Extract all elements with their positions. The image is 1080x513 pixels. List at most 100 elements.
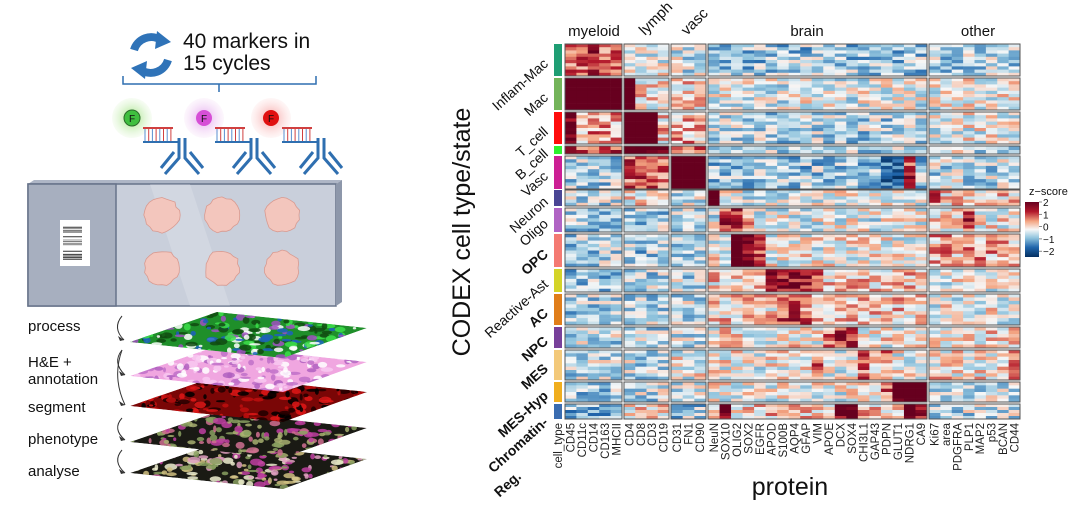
heatmap-cell <box>719 169 732 173</box>
heatmap-cell <box>635 121 647 126</box>
heatmap-cell <box>974 285 987 290</box>
heatmap-cell <box>624 240 636 245</box>
heatmap-cell <box>624 162 636 167</box>
heatmap-cell <box>800 78 813 82</box>
heatmap-cell <box>940 297 953 302</box>
heatmap-cell <box>846 410 859 414</box>
heatmap-cell <box>846 282 859 286</box>
heatmap-cell <box>1008 50 1021 54</box>
heatmap-cell <box>869 78 882 82</box>
heatmap-cell <box>940 240 953 245</box>
heatmap-cell <box>731 81 743 85</box>
heatmap-cell <box>646 285 659 290</box>
heatmap-cell <box>599 140 611 145</box>
heatmap-cell <box>624 370 636 374</box>
heatmap-cell <box>997 356 1009 361</box>
heatmap-cell <box>694 334 707 338</box>
heatmap-cell <box>635 179 647 183</box>
heatmap-cell <box>576 243 589 248</box>
heatmap-cell <box>915 353 928 357</box>
heatmap-cell <box>708 162 720 167</box>
heatmap-cell <box>671 112 683 116</box>
heatmap-cell <box>671 311 683 315</box>
heatmap-cell <box>754 140 766 145</box>
heatmap-cell <box>731 185 743 190</box>
heatmap-cell <box>671 395 683 399</box>
heatmap-cell <box>610 300 623 305</box>
heatmap-cell <box>892 360 905 364</box>
heatmap-cell <box>777 121 789 126</box>
tissue-core <box>144 251 180 286</box>
heatmap-cell <box>708 63 720 67</box>
heatmap-cell <box>635 137 647 142</box>
heatmap-cell <box>997 221 1009 226</box>
heatmap-cell <box>974 370 987 374</box>
heatmap-cell <box>788 56 801 61</box>
heatmap-cell <box>671 134 683 138</box>
heatmap-cell <box>800 263 813 268</box>
heatmap-cell <box>974 196 987 200</box>
heatmap-cell <box>694 392 707 396</box>
heatmap-cell <box>694 311 707 315</box>
heatmap-cell <box>765 398 778 403</box>
heatmap-cell <box>823 196 836 200</box>
heatmap-cell <box>985 190 998 194</box>
heatmap-cell <box>599 410 611 414</box>
heatmap-cell <box>963 150 975 155</box>
heatmap-cell <box>997 208 1009 212</box>
heatmap-cell <box>694 185 707 190</box>
codex-heatmap: CODEX cell type/state protein Inflam-Mac… <box>448 0 1068 501</box>
heatmap-cell <box>587 407 600 411</box>
heatmap-cell <box>624 334 636 338</box>
heatmap-cell <box>869 356 882 361</box>
heatmap-cell <box>857 228 870 233</box>
heatmap-cell <box>777 90 789 95</box>
heatmap-cell <box>846 363 859 367</box>
heatmap-cell <box>754 169 766 173</box>
heatmap-cell <box>731 327 743 331</box>
heatmap-cell <box>765 103 778 108</box>
heatmap-cell <box>915 250 928 255</box>
heatmap-cell <box>671 124 683 129</box>
heatmap-cell <box>765 294 778 298</box>
heatmap-cell <box>754 128 766 132</box>
heatmap-cell <box>846 182 859 186</box>
heatmap-cell <box>610 404 623 408</box>
heatmap-cell <box>903 363 916 367</box>
heatmap-cell <box>719 285 732 290</box>
heatmap-cell <box>846 243 859 248</box>
heatmap-cell <box>635 182 647 186</box>
heatmap-cell <box>599 373 611 377</box>
heatmap-cell <box>708 66 720 70</box>
heatmap-cell <box>754 263 766 268</box>
heatmap-cell <box>892 115 905 119</box>
heatmap-cell <box>903 103 916 108</box>
heatmap-cell <box>846 404 859 408</box>
heatmap-cell <box>929 272 941 276</box>
tissue-core <box>264 249 300 286</box>
heatmap-cell <box>765 225 778 229</box>
heatmap-cell <box>565 193 577 197</box>
heatmap-cell <box>974 140 987 145</box>
heatmap-cell <box>800 341 813 345</box>
heatmap-cell <box>929 304 941 309</box>
heatmap-cell <box>963 282 975 286</box>
heatmap-cell <box>811 202 824 207</box>
protein-tick-label: NDRG1 <box>905 423 917 463</box>
heatmap-cell <box>951 221 964 226</box>
heatmap-cell <box>951 47 964 51</box>
heatmap-cell <box>646 228 659 233</box>
heatmap-cell <box>857 100 870 104</box>
heatmap-cell <box>742 269 755 273</box>
heatmap-cell <box>963 60 975 64</box>
heatmap-cell <box>974 84 987 88</box>
heatmap-cell <box>1008 278 1021 283</box>
heatmap-cell <box>694 330 707 335</box>
heatmap-cell <box>811 128 824 132</box>
heatmap-cell <box>834 190 847 194</box>
heatmap-cell <box>719 278 732 283</box>
heatmap-cell <box>940 344 953 349</box>
heatmap-cell <box>963 344 975 349</box>
heatmap-cell <box>940 128 953 132</box>
heatmap-cell <box>974 392 987 396</box>
